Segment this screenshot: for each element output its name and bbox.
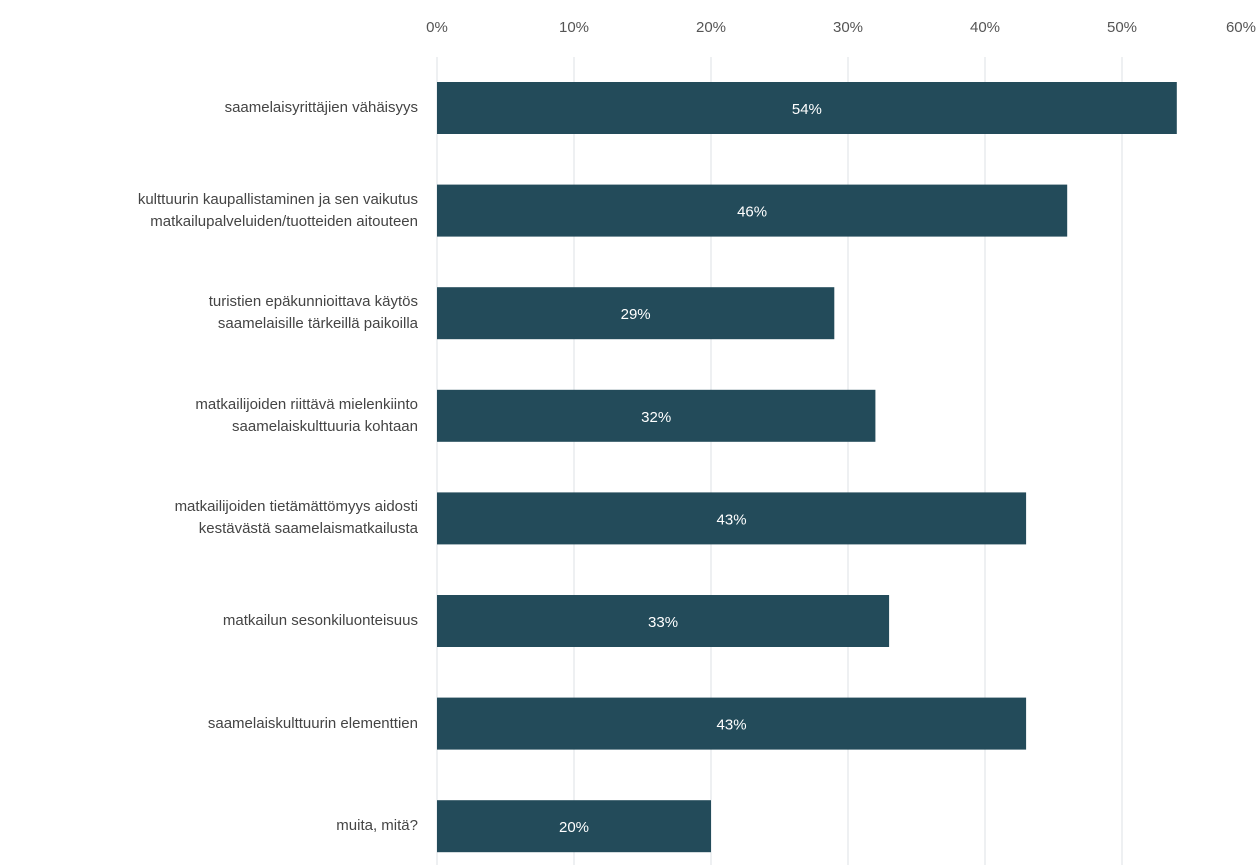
value-label: 29%: [621, 306, 651, 323]
category-label: kulttuurin kaupallistaminen ja sen vaiku…: [137, 190, 418, 230]
x-tick-label: 20%: [696, 19, 726, 36]
category-label: matkailijoiden tietämättömyys aidosti ke…: [174, 498, 418, 538]
x-tick-label: 10%: [559, 19, 589, 36]
x-tick-label: 60%: [1226, 19, 1256, 36]
x-tick-label: 0%: [426, 19, 448, 36]
bar: [437, 492, 1027, 545]
value-label: 54%: [792, 101, 822, 118]
bar: [437, 595, 890, 647]
x-tick-label: 30%: [833, 19, 863, 36]
bar: [437, 287, 835, 340]
category-label: turistien epäkunnioittava käytös saamela…: [208, 293, 418, 333]
value-label: 32%: [641, 409, 671, 426]
category-label: saamelaiskulttuurin elementtien: [207, 714, 418, 732]
value-label: 43%: [717, 511, 747, 528]
bar: [437, 184, 1068, 237]
bar: [437, 389, 876, 442]
value-label: 43%: [717, 717, 747, 734]
category-label: saamelaisyrittäjien vähäisyys: [224, 99, 418, 116]
bar: [437, 697, 1027, 750]
value-label: 33%: [648, 614, 678, 631]
category-label: matkailun sesonkiluonteisuus: [222, 612, 418, 629]
bar: [437, 82, 1177, 134]
bar: [437, 800, 711, 853]
value-label: 20%: [559, 819, 589, 836]
x-tick-label: 50%: [1107, 19, 1137, 36]
category-label: muita, mitä?: [336, 817, 418, 835]
value-label: 46%: [737, 204, 767, 221]
x-tick-label: 40%: [970, 19, 1000, 36]
category-label: matkailijoiden riittävä mielenkiinto saa…: [195, 395, 418, 435]
